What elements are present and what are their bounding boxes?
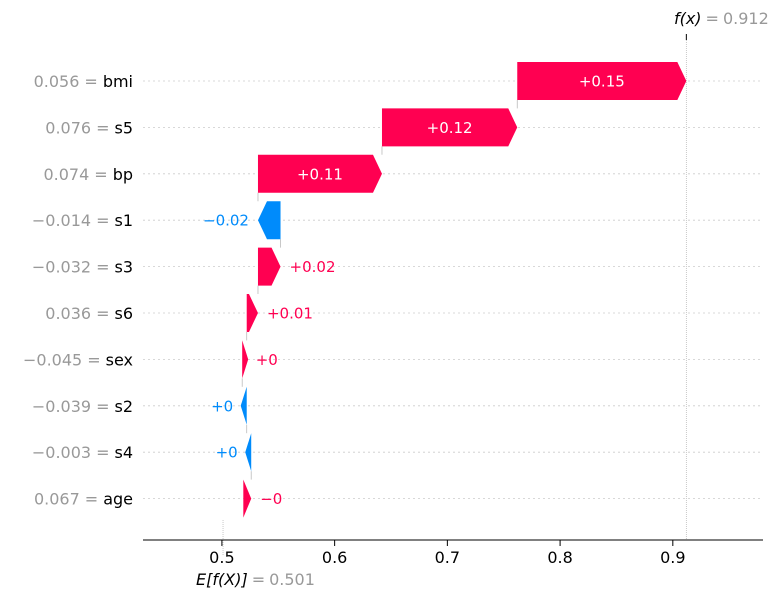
- feature-name: bmi: [103, 72, 133, 91]
- x-tick-label: 0.6: [322, 548, 347, 567]
- feature-label-s6: 0.036 = s6: [45, 304, 133, 323]
- feature-value: −0.003: [32, 443, 91, 462]
- feature-name: bp: [113, 165, 133, 184]
- feature-label-s4: −0.003 = s4: [32, 443, 133, 462]
- bar-s2: [240, 386, 247, 425]
- feature-labels: +0.150.056 = bmi+0.120.076 = s5+0.110.074 = bp…: [23, 72, 625, 509]
- feature-label-s2: −0.039 = s2: [32, 397, 133, 416]
- row-gridlines: [143, 80, 763, 500]
- feature-value: −0.032: [32, 258, 91, 277]
- feature-label-s5: 0.076 = s5: [45, 118, 133, 137]
- contribution-bars: [240, 62, 687, 518]
- feature-value: 0.076: [45, 118, 91, 137]
- feature-equals: =: [85, 490, 98, 509]
- x-tick-label: 0.7: [435, 548, 460, 567]
- fx-equals: =: [706, 9, 719, 28]
- feature-label-s3: −0.032 = s3: [32, 258, 133, 277]
- feature-value: −0.045: [23, 350, 82, 369]
- bar-label-age: −0: [260, 490, 282, 508]
- feature-name: age: [103, 490, 133, 509]
- bar-label-s5: +0.12: [427, 119, 473, 137]
- bar-age: [243, 479, 252, 518]
- x-tick-label: 0.5: [209, 548, 234, 567]
- bar-bp: [257, 154, 382, 193]
- feature-value: −0.014: [32, 211, 91, 230]
- bar-s3: [257, 247, 281, 286]
- guide-lines: [222, 40, 687, 555]
- fx-value: 0.912: [723, 9, 769, 28]
- bar-label-s1: −0.02: [203, 212, 249, 230]
- x-tick-label: 0.8: [547, 548, 572, 567]
- feature-name: s1: [114, 211, 133, 230]
- feature-name: s3: [114, 258, 133, 277]
- feature-name: s2: [114, 397, 133, 416]
- feature-equals: =: [96, 211, 109, 230]
- feature-equals: =: [96, 443, 109, 462]
- feature-value: 0.067: [34, 490, 80, 509]
- bar-s4: [245, 433, 252, 472]
- ex-value: 0.501: [269, 570, 315, 589]
- bar-sex: [242, 340, 249, 379]
- feature-value: 0.074: [43, 165, 89, 184]
- bar-label-bp: +0.11: [297, 165, 343, 183]
- feature-name: s6: [114, 304, 133, 323]
- feature-equals: =: [96, 397, 109, 416]
- x-axis-ticks: 0.5 0.6 0.7 0.8 0.9: [209, 540, 686, 567]
- bar-s5: [381, 108, 518, 147]
- bar-s6: [246, 294, 258, 332]
- feature-equals: =: [96, 118, 109, 137]
- bar-label-s2: +0: [211, 397, 233, 415]
- feature-equals: =: [94, 165, 107, 184]
- feature-equals: =: [84, 72, 97, 91]
- bar-label-s3: +0.02: [290, 258, 336, 276]
- feature-label-bp: 0.074 = bp: [43, 165, 133, 184]
- ex-equals: =: [252, 570, 265, 589]
- feature-label-age: 0.067 = age: [34, 490, 133, 509]
- ex-label: E[f(X)] = 0.501: [196, 570, 315, 589]
- bar-s1: [257, 201, 281, 240]
- feature-name: s4: [114, 443, 133, 462]
- feature-equals: =: [96, 304, 109, 323]
- feature-value: 0.036: [45, 304, 91, 323]
- fx-symbol: f(x): [674, 9, 702, 28]
- bar-label-s6: +0.01: [267, 305, 313, 323]
- feature-label-bmi: 0.056 = bmi: [34, 72, 133, 91]
- fx-label: f(x) = 0.912: [674, 9, 769, 28]
- x-tick-label: 0.9: [660, 548, 685, 567]
- ex-symbol: E[f(X)]: [196, 570, 248, 589]
- fx-annotation: f(x) = 0.912: [674, 9, 769, 40]
- feature-name: sex: [106, 350, 133, 369]
- feature-value: −0.039: [32, 397, 91, 416]
- bar-label-sex: +0: [256, 351, 278, 369]
- feature-equals: =: [87, 350, 100, 369]
- feature-value: 0.056: [34, 72, 80, 91]
- ex-annotation: E[f(X)] = 0.501: [196, 570, 315, 589]
- bar-label-s4: +0: [216, 444, 238, 462]
- bar-bmi: [517, 62, 687, 100]
- feature-label-s1: −0.014 = s1: [32, 211, 133, 230]
- feature-equals: =: [96, 258, 109, 277]
- feature-label-sex: −0.045 = sex: [23, 350, 133, 369]
- bar-label-bmi: +0.15: [579, 73, 625, 91]
- feature-name: s5: [114, 118, 133, 137]
